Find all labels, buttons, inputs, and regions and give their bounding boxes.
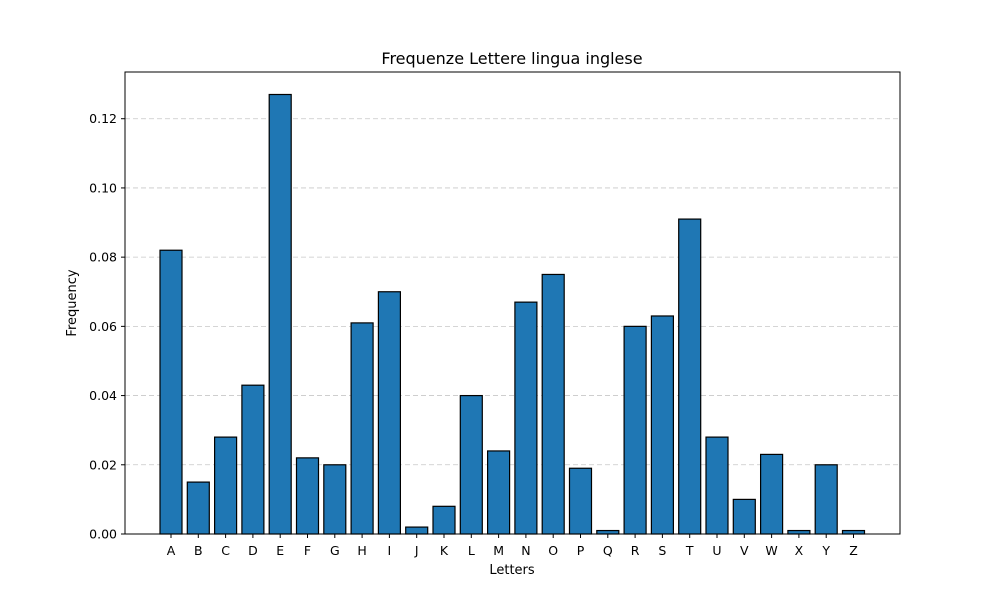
bar-e	[268, 93, 292, 535]
x-tick-label: W	[765, 543, 777, 558]
x-axis-ticks: A B C D E F G H I J K L M N O P Q R S T U V W X Y Z	[167, 534, 858, 558]
bar-n	[514, 301, 538, 535]
bar-z	[841, 529, 866, 535]
chart-title: Frequenze Lettere lingua inglese	[381, 49, 642, 68]
x-tick-label: S	[658, 543, 666, 558]
bar-v	[732, 498, 756, 535]
grid-lines	[125, 118, 900, 466]
bar-l	[459, 394, 483, 535]
x-tick-label: U	[712, 543, 721, 558]
x-tick-label: P	[577, 543, 585, 558]
bar-j	[405, 526, 429, 535]
bar-d	[241, 384, 265, 535]
x-tick-label: H	[357, 543, 366, 558]
bar-r	[623, 325, 647, 535]
x-tick-label: I	[388, 543, 392, 558]
bar-p	[568, 467, 593, 535]
bar-b	[186, 481, 210, 535]
x-tick-label: F	[304, 543, 311, 558]
bar-y	[814, 464, 838, 535]
x-tick-label: T	[685, 543, 694, 558]
bar-m	[487, 450, 511, 535]
x-tick-label: M	[493, 543, 504, 558]
y-tick-label: 0.00	[89, 527, 117, 542]
x-tick-label: R	[631, 543, 640, 558]
bar-x	[787, 529, 811, 535]
y-tick-label: 0.02	[89, 457, 117, 472]
x-tick-label: V	[740, 543, 749, 558]
y-axis-label: Frequency	[65, 269, 80, 336]
x-tick-label: A	[167, 543, 176, 558]
y-tick-label: 0.10	[89, 180, 117, 195]
bar-u	[705, 436, 729, 535]
x-tick-label: C	[221, 543, 230, 558]
y-tick-label: 0.08	[89, 250, 117, 265]
y-tick-label: 0.04	[89, 388, 117, 403]
x-tick-label: D	[248, 543, 258, 558]
bar-g	[323, 464, 347, 535]
x-tick-label: N	[521, 543, 530, 558]
bar-w	[759, 453, 784, 535]
y-axis-ticks: 0.00 0.02 0.04 0.06 0.08 0.10 0.12	[89, 111, 125, 542]
x-axis-label: Letters	[489, 563, 535, 578]
x-tick-label: L	[468, 543, 475, 558]
x-tick-label: Z	[849, 543, 858, 558]
x-tick-label: X	[795, 543, 804, 558]
bar-o	[541, 273, 565, 535]
y-tick-label: 0.12	[89, 111, 117, 126]
bar-a	[159, 249, 183, 535]
x-tick-label: G	[330, 543, 340, 558]
x-tick-label: O	[548, 543, 558, 558]
x-tick-label: B	[194, 543, 203, 558]
bar-i	[377, 291, 401, 535]
bar-h	[350, 322, 374, 535]
bar-f	[295, 457, 320, 535]
y-tick-label: 0.06	[89, 319, 117, 334]
x-tick-label: K	[440, 543, 449, 558]
bar-s	[650, 315, 675, 535]
bar-q	[596, 529, 620, 535]
x-tick-label: Y	[821, 543, 830, 558]
bar-t	[678, 218, 702, 535]
x-tick-label: J	[414, 543, 419, 558]
bar-k	[432, 505, 456, 535]
bar-c	[214, 436, 238, 535]
x-tick-label: E	[276, 543, 284, 558]
plot-frame	[124, 71, 901, 535]
x-tick-label: Q	[603, 543, 613, 558]
bars	[159, 93, 866, 535]
